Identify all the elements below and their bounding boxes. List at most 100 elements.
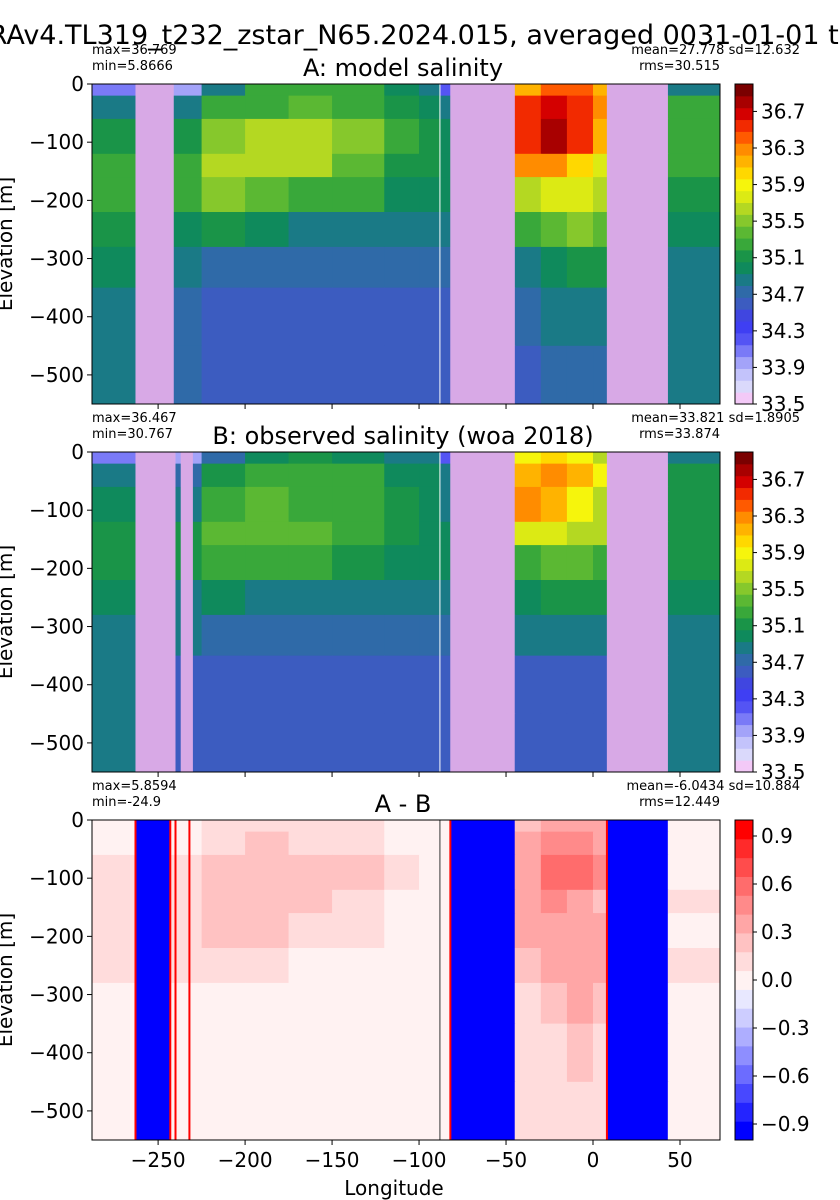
colorbar-swatch: [735, 895, 753, 915]
heatmap-cell: [566, 948, 594, 984]
colorbar-swatch: [735, 1008, 753, 1028]
colorbar-swatch: [735, 368, 753, 381]
heatmap-cell: [540, 521, 568, 546]
heatmap-cell: [201, 463, 246, 488]
heatmap-cell: [288, 118, 333, 155]
heatmap-cell: [332, 246, 385, 289]
heatmap-cell: [288, 820, 333, 833]
panel-title: B: observed salinity (woa 2018): [212, 422, 593, 450]
heatmap-cell: [201, 831, 246, 856]
colorbar-swatch: [735, 1102, 753, 1122]
heatmap-cell: [201, 118, 246, 155]
colorbar-swatch: [735, 475, 753, 489]
heatmap-cell: [92, 212, 137, 248]
heatmap-cell: [135, 913, 171, 949]
heatmap-cell: [245, 486, 290, 523]
heatmap-cell: [92, 118, 137, 155]
colorbar-swatch: [735, 1045, 753, 1066]
heatmap-cell: [245, 118, 290, 155]
heatmap-cell: [384, 521, 420, 546]
heatmap-cell: [606, 854, 669, 891]
heatmap-cell: [92, 948, 137, 984]
heatmap-cell: [540, 545, 568, 581]
heatmap-cell: [593, 831, 608, 856]
colorbar-swatch: [735, 558, 753, 572]
heatmap-cell: [245, 820, 290, 833]
heatmap-cell: [593, 84, 608, 97]
heatmap-cell: [92, 452, 137, 465]
heatmap-cell: [245, 452, 290, 465]
heatmap-cell: [419, 118, 441, 155]
colorbar-tick-label: 35.9: [761, 541, 806, 565]
heatmap-cell: [540, 246, 568, 289]
colorbar-swatch: [735, 629, 753, 643]
colorbar-tick-label: 36.3: [761, 136, 806, 160]
heatmap-cell: [566, 820, 594, 833]
heatmap-cell: [593, 889, 608, 914]
heatmap-cell: [593, 153, 608, 178]
colorbar-tick-label: 35.5: [761, 577, 806, 601]
heatmap-cell: [92, 614, 137, 657]
x-axis-label: Longitude: [344, 1176, 443, 1200]
heatmap-cell: [667, 580, 720, 616]
colorbar-swatch: [735, 838, 753, 859]
heatmap-cell: [514, 345, 542, 404]
heatmap-cell: [439, 118, 451, 155]
heatmap-cell: [419, 1023, 441, 1083]
heatmap-cell: [540, 913, 568, 949]
colorbar-frame: [734, 451, 754, 773]
colorbar-swatch: [735, 677, 753, 690]
heatmap-cell: [288, 463, 333, 488]
heatmap-cell: [593, 982, 608, 1025]
heatmap-cell: [540, 854, 568, 891]
heatmap-cell: [419, 948, 441, 984]
colorbar-swatch: [735, 84, 753, 97]
heatmap-cell: [606, 831, 669, 856]
heatmap-cell: [566, 889, 594, 914]
y-tick-label: −500: [29, 363, 84, 387]
colorbar-swatch: [735, 689, 753, 702]
heatmap-cell: [667, 713, 720, 772]
heatmap-cell: [514, 463, 542, 488]
colorbar-swatch: [735, 332, 753, 346]
colorbar-swatch: [735, 724, 753, 737]
heatmap-cell: [439, 580, 451, 616]
colorbar-swatch: [735, 487, 753, 500]
heatmap-cell: [667, 153, 720, 178]
heatmap-cell: [332, 913, 385, 949]
y-tick-label: −200: [29, 188, 84, 212]
heatmap-cell: [201, 820, 246, 833]
heatmap-cell: [288, 1081, 333, 1140]
heatmap-cell: [667, 831, 720, 856]
heatmap-cell: [288, 614, 333, 657]
heatmap-cell: [92, 820, 137, 833]
heatmap-cell: [540, 655, 568, 715]
colorbar-tick-label: 33.5: [761, 760, 806, 784]
colorbar-swatch: [735, 1083, 753, 1103]
heatmap-cell: [384, 982, 420, 1025]
x-tick-label: 0: [587, 1148, 600, 1172]
heatmap-cell: [566, 84, 594, 97]
colorbar-tick-label: 34.7: [761, 650, 806, 674]
colorbar-swatch: [735, 238, 753, 251]
heatmap-cell: [170, 831, 203, 856]
heatmap-cell: [667, 948, 720, 984]
heatmap-cell: [667, 95, 720, 120]
heatmap-cell: [540, 212, 568, 248]
heatmap-cell: [439, 1081, 451, 1140]
stats-rms: rms=12.449: [639, 795, 720, 810]
colorbar-swatch: [735, 321, 753, 334]
heatmap-cell: [92, 982, 137, 1025]
heatmap-cell: [439, 345, 451, 404]
heatmap-cell: [450, 1023, 516, 1083]
heatmap-cell: [419, 212, 441, 248]
heatmap-cell: [450, 854, 516, 891]
heatmap-cell: [332, 177, 385, 213]
heatmap-cell: [332, 212, 385, 248]
heatmap-cell: [439, 246, 451, 289]
heatmap-cell: [245, 982, 290, 1025]
heatmap-cell: [606, 889, 669, 914]
heatmap-cell: [514, 452, 542, 465]
plot-frame: [91, 451, 721, 773]
colorbar-tick-label: 36.3: [761, 504, 806, 528]
